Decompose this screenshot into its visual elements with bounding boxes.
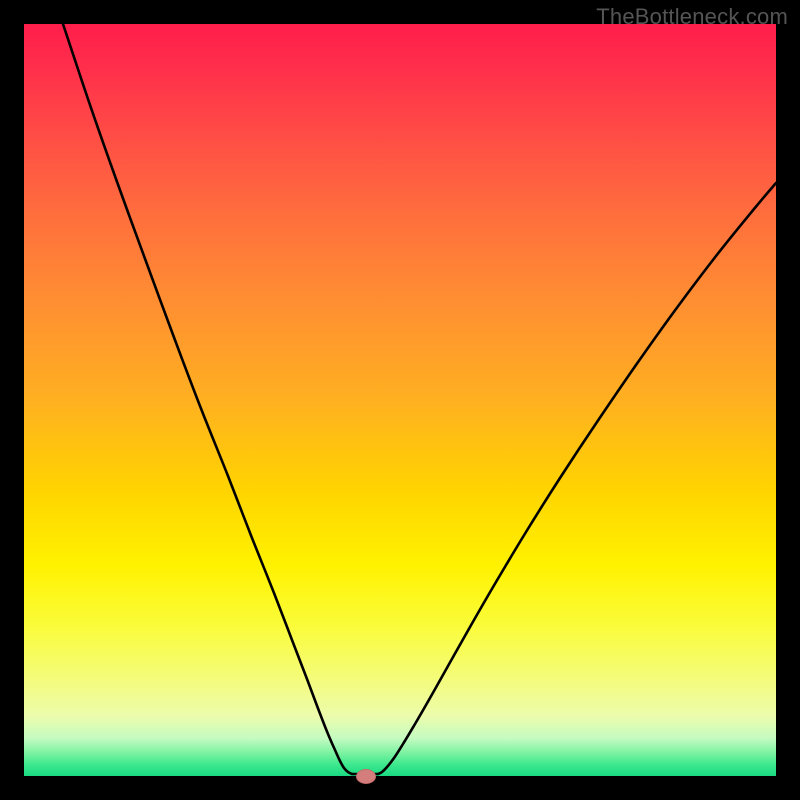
bottleneck-curve [24,24,776,776]
curve-right-branch [378,183,776,774]
curve-left-branch [63,24,352,774]
chart-frame: TheBottleneck.com [0,0,800,800]
minimum-marker [356,769,376,784]
plot-area [24,24,776,776]
watermark-text: TheBottleneck.com [596,4,788,30]
